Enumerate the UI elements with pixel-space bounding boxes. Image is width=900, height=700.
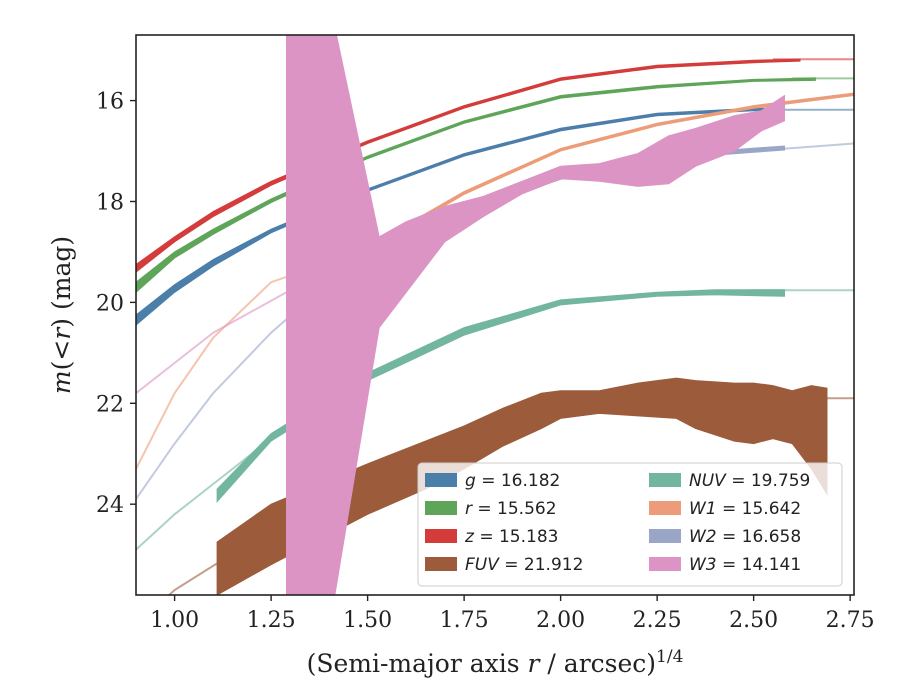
legend-swatch — [425, 473, 457, 487]
series-7 — [136, 35, 785, 595]
legend-entry-3: FUV = 21.912 — [425, 555, 583, 575]
legend-entries: g = 16.182 r = 15.562 z = 15.183 FUV = 21.9… — [425, 471, 810, 575]
x-tick-label: 1.25 — [247, 608, 296, 633]
legend-entry-0: g = 16.182 — [425, 471, 560, 491]
x-tick-label: 1.75 — [440, 608, 489, 633]
y-tick-label: 24 — [96, 493, 124, 518]
series-7-band — [286, 35, 785, 595]
x-tick-label: 1.50 — [343, 608, 392, 633]
series-layer — [136, 35, 854, 595]
legend-entry-6: W2 = 16.658 — [649, 527, 801, 547]
legend-swatch — [649, 557, 681, 571]
legend-entry-5: W1 = 15.642 — [649, 499, 801, 519]
x-tick-label: 2.25 — [633, 608, 682, 633]
y-tick-label: 20 — [96, 291, 124, 316]
y-tick-label: 18 — [96, 190, 124, 215]
legend-swatch — [425, 529, 457, 543]
legend-swatch — [649, 529, 681, 543]
legend-entry-7: W3 = 14.141 — [649, 555, 801, 575]
y-tick-label: 22 — [96, 392, 124, 417]
x-tick-label: 2.00 — [536, 608, 585, 633]
y-axis: 16 18 20 22 24 — [96, 90, 136, 518]
series-2-band — [136, 58, 801, 273]
legend-entry-2: z = 15.183 — [425, 527, 558, 547]
legend-entry-1: r = 15.562 — [425, 499, 557, 519]
x-tick-label: 2.75 — [826, 608, 875, 633]
y-tick-label: 16 — [96, 90, 124, 115]
legend-label: W1 = 15.642 — [689, 499, 801, 519]
legend-label: z = 15.183 — [464, 527, 558, 547]
x-tick-label: 1.00 — [150, 608, 199, 633]
legend-entry-4: NUV = 19.759 — [649, 471, 810, 491]
plot-frame — [135, 34, 855, 596]
legend-swatch — [425, 501, 457, 515]
legend-swatch — [649, 473, 681, 487]
legend-frame — [417, 462, 843, 587]
legend-label: FUV = 21.912 — [465, 555, 583, 575]
legend-label: g = 16.182 — [465, 471, 560, 491]
legend-swatch — [425, 557, 457, 571]
y-axis-label: m(<r) (mag) — [47, 236, 76, 394]
x-axis-label: (Semi-major axis r / arcsec)1/4 — [307, 647, 684, 678]
x-axis: 1.00 1.25 1.50 1.75 2.00 2.25 2.50 2.75 — [150, 595, 875, 633]
legend: g = 16.182 r = 15.562 z = 15.183 FUV = 21.9… — [417, 462, 843, 587]
legend-label: r = 15.562 — [465, 499, 557, 519]
x-tick-label: 2.50 — [729, 608, 778, 633]
legend-label: NUV = 19.759 — [689, 471, 810, 491]
series-5-band — [367, 92, 854, 252]
legend-label: W3 = 14.141 — [689, 555, 801, 575]
legend-swatch — [649, 501, 681, 515]
series-2 — [136, 58, 854, 273]
legend-label: W2 = 16.658 — [689, 527, 801, 547]
series-7-trend-line — [136, 291, 287, 394]
